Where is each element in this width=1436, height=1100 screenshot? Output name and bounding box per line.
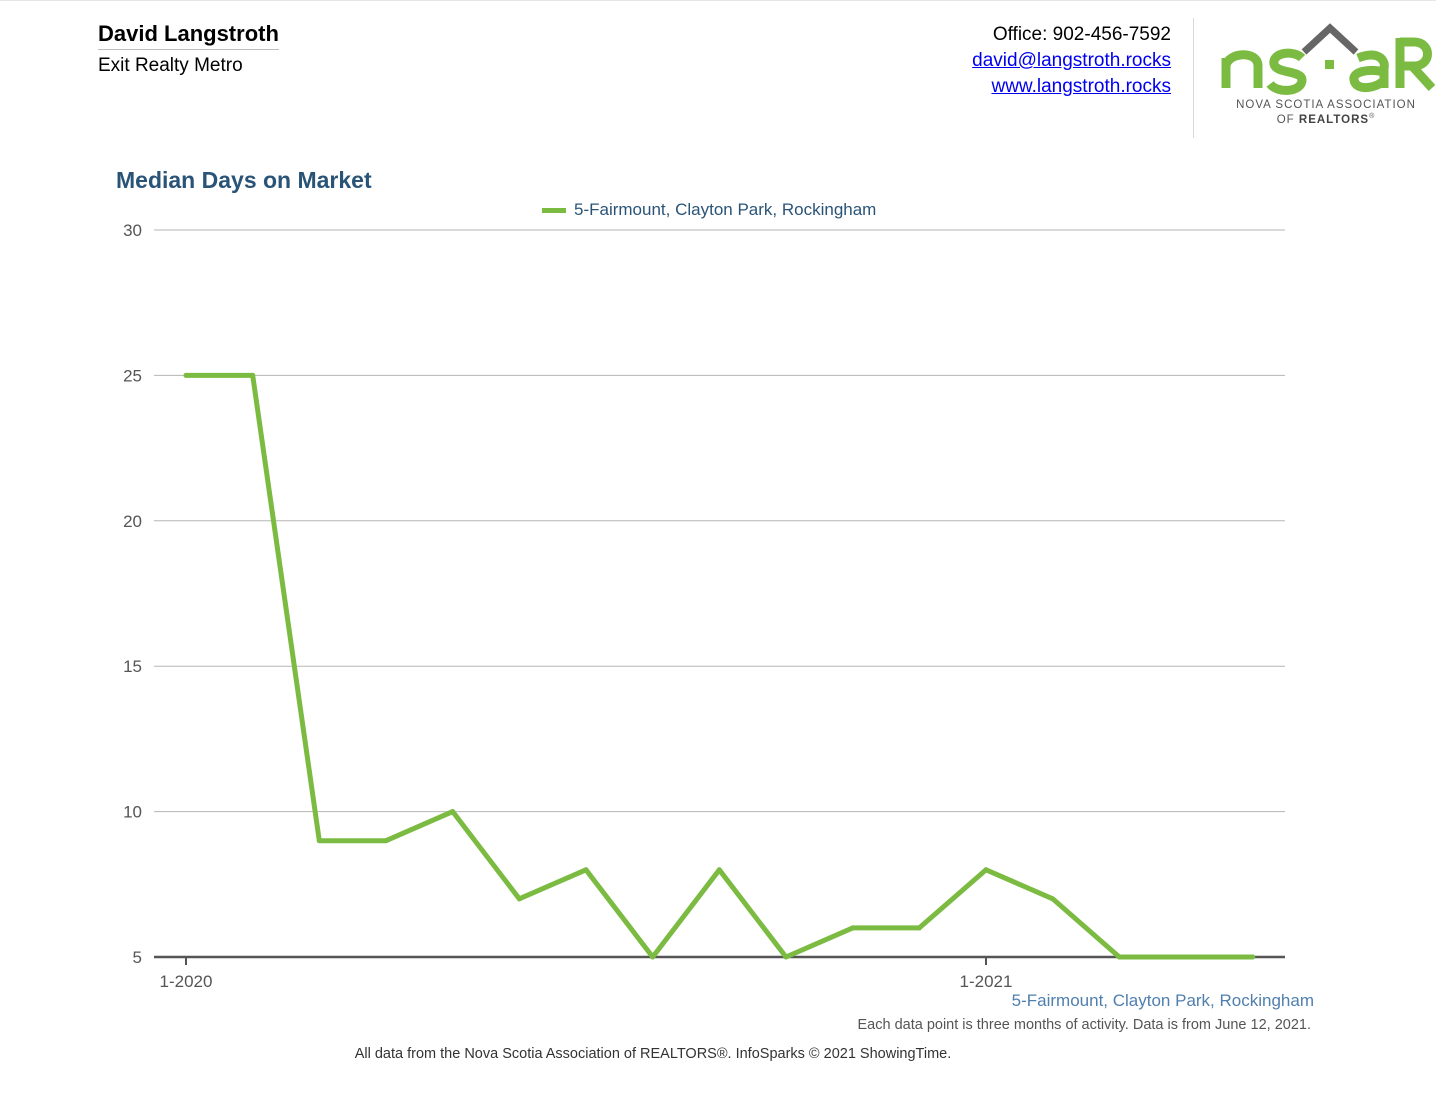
data-point xyxy=(1250,954,1256,960)
email-link[interactable]: david@langstroth.rocks xyxy=(972,50,1171,71)
data-point xyxy=(450,809,456,815)
y-tick-label: 5 xyxy=(133,948,142,967)
data-point xyxy=(783,954,789,960)
legend-label: 5-Fairmount, Clayton Park, Rockingham xyxy=(574,200,877,219)
x-tick-label: 1-2020 xyxy=(160,972,213,991)
chart-legend: 5-Fairmount, Clayton Park, Rockingham xyxy=(542,200,876,220)
bottom-series-label: 5-Fairmount, Clayton Park, Rockingham xyxy=(1011,991,1314,1010)
data-point xyxy=(316,838,322,844)
nsar-logo xyxy=(1221,23,1436,95)
logo-subtitle-line1: NOVA SCOTIA ASSOCIATION xyxy=(1236,99,1416,111)
data-point xyxy=(516,896,522,902)
contact-block: Office: 902-456-7592 david@langstroth.ro… xyxy=(972,22,1171,100)
logo-subtitle-prefix: OF xyxy=(1276,113,1299,126)
chart-note: Each data point is three months of activ… xyxy=(857,1017,1311,1033)
y-tick-label: 25 xyxy=(123,366,142,385)
data-point xyxy=(1116,954,1122,960)
logo-subtitle-line2: OF REALTORS® xyxy=(1220,113,1432,126)
legend-swatch xyxy=(542,207,566,213)
data-point xyxy=(250,372,256,378)
data-point xyxy=(850,925,856,931)
top-rule xyxy=(0,0,1436,1)
data-point xyxy=(1050,896,1056,902)
data-point xyxy=(916,925,922,931)
chart-title: Median Days on Market xyxy=(116,167,372,193)
data-point xyxy=(716,867,722,873)
data-point xyxy=(383,838,389,844)
website-link[interactable]: www.langstroth.rocks xyxy=(991,76,1171,97)
header-divider xyxy=(1193,18,1194,138)
agent-name: David Langstroth xyxy=(98,21,279,50)
office-phone: Office: 902-456-7592 xyxy=(992,24,1171,45)
logo-registered-mark: ® xyxy=(1369,113,1376,120)
x-tick-label: 1-2021 xyxy=(960,972,1013,991)
y-tick-label: 30 xyxy=(123,221,142,240)
logo-subtitle-bold: REALTORS xyxy=(1298,113,1370,126)
data-point xyxy=(983,867,989,873)
data-point xyxy=(583,867,589,873)
data-point xyxy=(183,372,189,378)
agent-company: Exit Realty Metro xyxy=(98,55,243,76)
y-tick-label: 10 xyxy=(123,803,142,822)
y-tick-label: 20 xyxy=(123,512,142,531)
data-point xyxy=(1183,954,1189,960)
footer-credit: All data from the Nova Scotia Associatio… xyxy=(354,1046,952,1062)
y-tick-label: 15 xyxy=(123,657,142,676)
data-point xyxy=(650,954,656,960)
